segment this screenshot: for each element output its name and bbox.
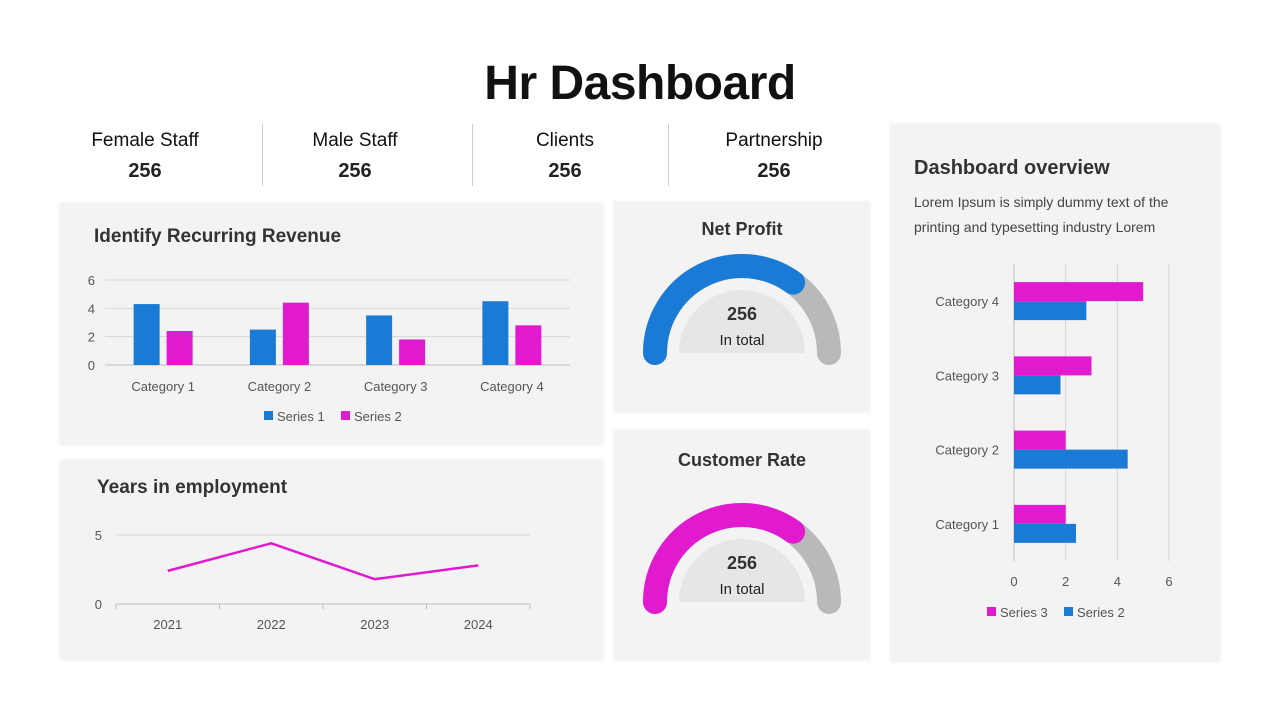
bar xyxy=(1014,356,1092,376)
employment-title: Years in employment xyxy=(97,477,288,498)
divider xyxy=(472,124,473,186)
gauge-value: 256 xyxy=(727,553,757,573)
y-tick-label: 4 xyxy=(88,301,95,316)
x-tick-label: 4 xyxy=(1114,574,1121,589)
series-line xyxy=(167,542,479,581)
gauge-value: 256 xyxy=(727,304,757,324)
employment-chart: 0 5 2021 2022 2023 2024 xyxy=(95,528,531,632)
y-tick-label: Category 1 xyxy=(935,517,999,532)
stat-label: Male Staff xyxy=(312,130,398,151)
x-tick-label: Category 1 xyxy=(131,379,195,394)
x-tick-label: 2 xyxy=(1062,574,1069,589)
bar xyxy=(1014,504,1066,524)
bar xyxy=(249,329,276,365)
legend-swatch xyxy=(1064,607,1073,616)
divider xyxy=(668,124,669,186)
stat-value: 256 xyxy=(338,160,372,182)
x-tick-label: 2021 xyxy=(153,617,182,632)
bar xyxy=(1014,282,1144,302)
bar xyxy=(482,301,509,365)
bar xyxy=(1014,449,1128,469)
stat-clients: Clients 256 xyxy=(465,130,665,183)
legend-label: Series 2 xyxy=(354,409,402,424)
y-tick-label: 2 xyxy=(88,330,95,345)
overview-title: Dashboard overview xyxy=(914,157,1110,179)
revenue-panel: Identify Recurring Revenue 0 2 4 6 Category … xyxy=(60,203,603,445)
bar xyxy=(282,302,309,365)
legend-label: Series 2 xyxy=(1077,605,1125,620)
bar xyxy=(1014,523,1076,543)
divider xyxy=(262,124,263,186)
y-tick-label: Category 2 xyxy=(935,443,999,458)
stat-label: Partnership xyxy=(725,130,823,151)
bar xyxy=(1014,375,1061,395)
bar xyxy=(1014,430,1066,450)
bar xyxy=(399,339,426,365)
net-profit-gauge: Net Profit 256 In total xyxy=(643,219,841,365)
y-tick-label: Category 3 xyxy=(935,368,999,383)
gauge-fill xyxy=(643,503,806,614)
stat-value: 256 xyxy=(757,160,791,182)
stat-male-staff: Male Staff 256 xyxy=(255,130,455,183)
net-profit-title: Net Profit xyxy=(702,219,783,239)
gauge-inner xyxy=(679,539,805,602)
gauge-sub-label: In total xyxy=(719,581,764,598)
y-tick-label: 0 xyxy=(95,597,102,612)
page-title: Hr Dashboard xyxy=(484,57,796,110)
x-tick-label: 2022 xyxy=(257,617,286,632)
x-tick-label: 2023 xyxy=(360,617,389,632)
customer-rate-panel: Customer Rate 256 In total xyxy=(614,430,870,660)
x-tick-label: 0 xyxy=(1010,574,1017,589)
stat-value: 256 xyxy=(128,160,162,182)
x-tick-label: Category 4 xyxy=(480,379,544,394)
stat-female-staff: Female Staff 256 xyxy=(45,130,245,183)
net-profit-panel: Net Profit 256 In total xyxy=(614,201,870,412)
y-tick-label: 0 xyxy=(88,358,95,373)
bar xyxy=(133,304,160,365)
legend-label: Series 3 xyxy=(1000,605,1048,620)
overview-panel: Dashboard overview Lorem Ipsum is simply… xyxy=(890,124,1220,662)
stat-value: 256 xyxy=(548,160,582,182)
customer-rate-title: Customer Rate xyxy=(678,450,806,470)
x-tick-label: Category 2 xyxy=(248,379,312,394)
y-tick-label: Category 4 xyxy=(935,294,999,309)
gauge-inner xyxy=(679,290,805,353)
revenue-chart: 0 2 4 6 Category 1 Category 2 Category 3 Catego… xyxy=(88,273,570,424)
x-tick-label: 6 xyxy=(1165,574,1172,589)
bar xyxy=(166,331,193,365)
employment-panel: Years in employment 0 5 2021 2022 2023 2024 xyxy=(60,460,603,660)
bar xyxy=(366,315,393,365)
x-tick-label: Category 3 xyxy=(364,379,428,394)
y-tick-label: 6 xyxy=(88,273,95,288)
y-tick-label: 5 xyxy=(95,528,102,543)
gauge-fill xyxy=(643,254,806,365)
legend-swatch xyxy=(987,607,996,616)
x-tick-label: 2024 xyxy=(464,617,493,632)
customer-rate-gauge: Customer Rate 256 In total xyxy=(643,450,841,614)
legend-swatch xyxy=(264,411,273,420)
stat-label: Clients xyxy=(535,130,595,151)
legend-swatch xyxy=(341,411,350,420)
stat-label: Female Staff xyxy=(91,130,199,151)
overview-text: Lorem Ipsum is simply dummy text of the … xyxy=(914,194,1169,235)
bar xyxy=(515,325,542,365)
revenue-title: Identify Recurring Revenue xyxy=(94,226,342,247)
stat-partnership: Partnership 256 xyxy=(674,130,874,183)
gauge-sub-label: In total xyxy=(719,332,764,349)
bar xyxy=(1014,301,1087,321)
overview-chart: 0 2 4 6 Category 1 Category 2 Category 3 Catego… xyxy=(935,264,1173,620)
legend-label: Series 1 xyxy=(277,409,325,424)
